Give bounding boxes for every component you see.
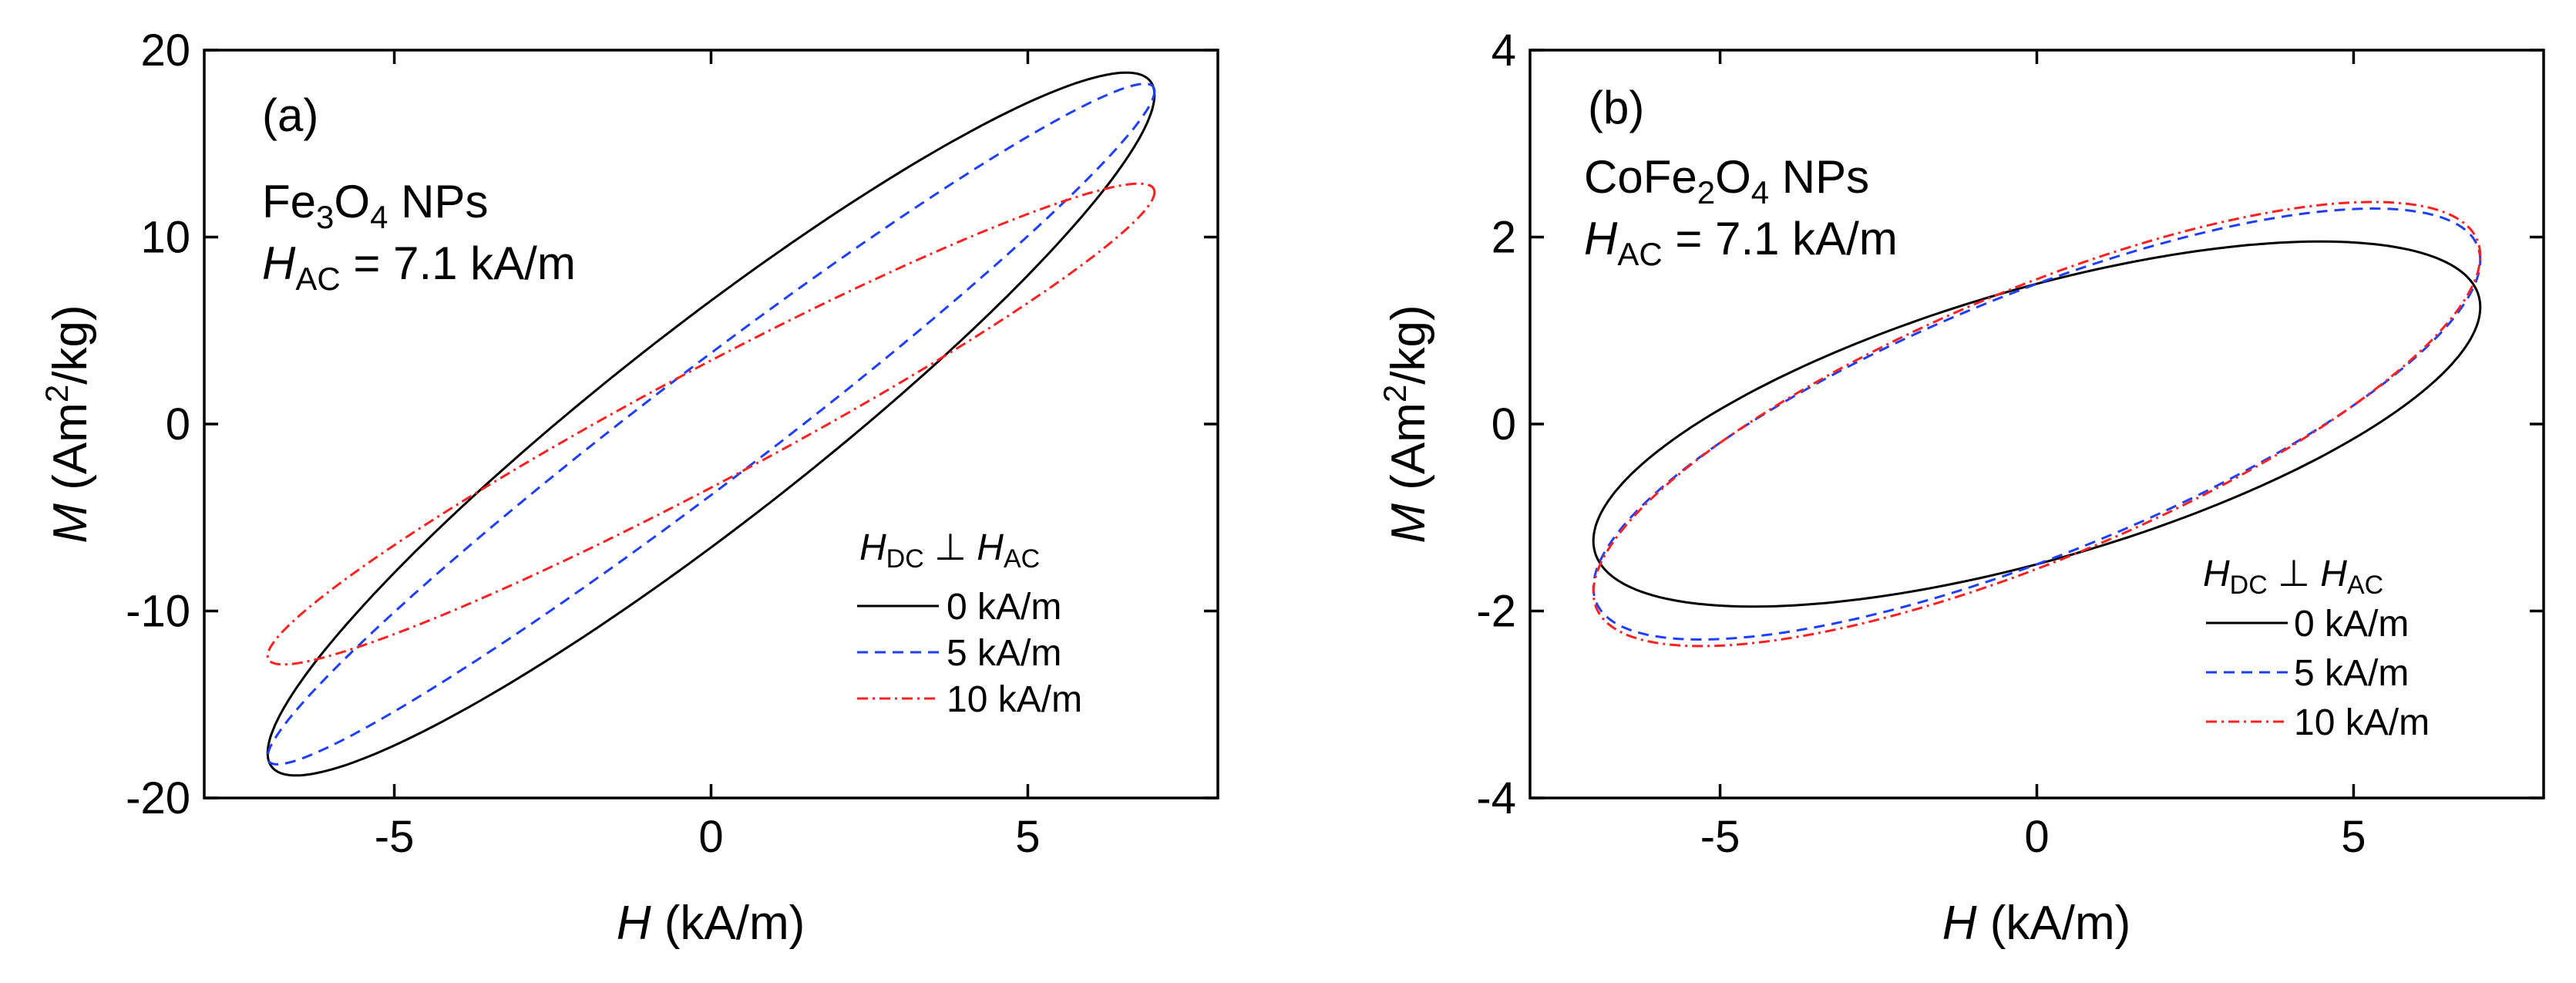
y-tick-label-a-3: 10 <box>140 213 190 263</box>
xlabel-a-symbol: H <box>617 897 651 950</box>
ticks-a: -5 0 5 -20 -10 0 10 20 <box>126 25 1218 862</box>
field-note-a: HAC = 7.1 kA/m <box>262 237 576 297</box>
legend-title-b: HDC ⊥ HAC <box>2203 554 2383 600</box>
x-tick-label-b-2: 5 <box>2341 812 2366 862</box>
legend-b-s2: AC <box>2347 571 2383 600</box>
legend-entry-a-0: 0 kA/m <box>947 587 1061 628</box>
y-tick-label-a-1: -10 <box>126 587 190 637</box>
legend-entry-a-1: 5 kA/m <box>947 633 1061 674</box>
xlabel-b-units: (kA/m) <box>1977 897 2131 950</box>
series-a-2 <box>266 182 1156 666</box>
legend-entry-b-0: 0 kA/m <box>2294 604 2409 645</box>
legend-entry-a-2: 10 kA/m <box>947 679 1082 720</box>
legend-a-h1: H <box>859 527 886 568</box>
sample-a-suffix: NPs <box>388 176 488 227</box>
sample-b-prefix: CoFe <box>1584 151 1697 203</box>
legend-b-s1: DC <box>2230 571 2268 600</box>
legend-b-h1: H <box>2203 554 2230 594</box>
sample-a-prefix: Fe <box>262 176 316 227</box>
legend-title-a: HDC ⊥ HAC <box>859 527 1040 574</box>
series-b-0 <box>1592 240 2482 608</box>
y-tick-label-a-4: 20 <box>140 25 190 76</box>
sample-a-sub2: 4 <box>370 199 388 235</box>
y-tick-label-b-2: 0 <box>1491 399 1516 449</box>
panel-label-a: (a) <box>262 89 318 141</box>
y-tick-label-b-0: -4 <box>1476 773 1516 823</box>
legend-entry-b-2: 10 kA/m <box>2294 702 2430 743</box>
sample-a-sub1: 3 <box>316 199 334 235</box>
sample-name-a: Fe3O4 NPs <box>262 176 488 235</box>
sample-a-mid: O <box>334 176 370 227</box>
series-b-2 <box>1592 200 2482 648</box>
sample-b-sub2: 4 <box>1751 174 1769 210</box>
field-note-b: HAC = 7.1 kA/m <box>1584 213 1898 272</box>
ylabel-a-sup: 2 <box>39 385 75 402</box>
ylabel-b-symbol: M <box>1382 503 1435 544</box>
field-a-rest: = 7.1 kA/m <box>341 237 576 289</box>
legend-b: HDC ⊥ HAC 0 kA/m 5 kA/m 10 kA/m <box>2203 554 2430 743</box>
sample-b-mid: O <box>1715 151 1751 203</box>
xlabel-b-symbol: H <box>1942 897 1977 950</box>
y-tick-label-a-0: -20 <box>126 773 190 823</box>
ylabel-a-symbol: M <box>44 503 97 544</box>
y-tick-label-a-2: 0 <box>166 399 190 449</box>
legend-b-h2: H <box>2320 554 2347 594</box>
xlabel-a-units: (kA/m) <box>651 897 805 950</box>
x-tick-label-b-1: 0 <box>2024 812 2049 862</box>
x-tick-label-a-1: 0 <box>698 812 723 862</box>
legend-entry-b-1: 5 kA/m <box>2294 653 2409 694</box>
x-axis-label-b: H (kA/m) <box>1942 897 2131 950</box>
field-b-sub: AC <box>1617 236 1662 272</box>
series-a-1 <box>266 82 1156 766</box>
ylabel-b-sup: 2 <box>1377 385 1413 402</box>
y-axis-label-b: M (Am2/kg) <box>1377 305 1435 543</box>
y-tick-label-b-1: -2 <box>1476 587 1516 637</box>
sample-b-suffix: NPs <box>1769 151 1869 203</box>
x-tick-label-b-0: -5 <box>1700 812 1740 862</box>
sample-name-b: CoFe2O4 NPs <box>1584 151 1869 210</box>
y-tick-label-b-3: 2 <box>1491 213 1516 263</box>
x-tick-label-a-2: 5 <box>1015 812 1040 862</box>
y-tick-label-b-4: 4 <box>1491 25 1516 76</box>
legend-b-op: ⊥ <box>2268 554 2320 594</box>
ylabel-a-pre: (Am <box>44 402 97 503</box>
field-b-rest: = 7.1 kA/m <box>1663 213 1898 264</box>
panel-label-b: (b) <box>1588 82 1644 133</box>
legend-a: HDC ⊥ HAC 0 kA/m 5 kA/m 10 kA/m <box>857 527 1082 720</box>
field-b-symbol: H <box>1584 213 1618 264</box>
y-axis-label-a: M (Am2/kg) <box>39 305 97 543</box>
ylabel-b-post: /kg) <box>1382 305 1435 384</box>
ylabel-a-post: /kg) <box>44 305 97 384</box>
curves-b <box>1592 200 2482 648</box>
field-a-symbol: H <box>262 237 296 289</box>
legend-a-h2: H <box>977 527 1004 568</box>
ylabel-b-pre: (Am <box>1382 402 1435 503</box>
field-a-sub: AC <box>295 261 340 297</box>
legend-a-s1: DC <box>886 544 924 574</box>
legend-a-s2: AC <box>1004 544 1040 574</box>
x-axis-label-a: H (kA/m) <box>617 897 805 950</box>
legend-a-op: ⊥ <box>924 527 977 568</box>
curves-a <box>266 71 1156 777</box>
sample-b-sub1: 2 <box>1697 174 1715 210</box>
x-tick-label-a-0: -5 <box>375 812 415 862</box>
